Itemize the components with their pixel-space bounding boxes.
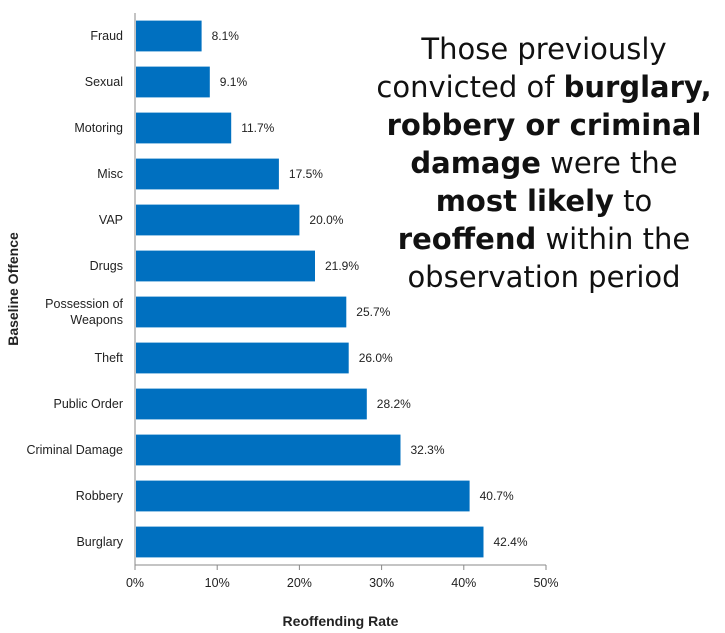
bar-11	[136, 526, 484, 558]
annotation-segment-1: burglary, robbery or criminal damage	[386, 70, 712, 180]
category-label-3: Misc	[97, 167, 123, 181]
x-tick-label-1: 10%	[205, 576, 230, 590]
category-label-1: Sexual	[85, 75, 123, 89]
data-label-2: 11.7%	[241, 121, 274, 135]
bar-3	[136, 158, 279, 190]
data-label-0: 8.1%	[212, 29, 240, 43]
annotation-segment-3: most likely	[435, 184, 614, 218]
data-label-1: 9.1%	[220, 75, 248, 89]
category-label-7: Theft	[95, 351, 124, 365]
bar-9	[136, 434, 401, 466]
y-axis-title: Baseline Offence	[5, 232, 21, 346]
category-label-2: Motoring	[74, 121, 123, 135]
category-label-0: Fraud	[90, 29, 123, 43]
x-tick-label-0: 0%	[126, 576, 144, 590]
data-label-3: 17.5%	[289, 167, 323, 181]
category-label-11: Burglary	[76, 535, 123, 549]
x-tick-label-2: 20%	[287, 576, 312, 590]
category-label-8: Public Order	[54, 397, 123, 411]
chart-annotation: Those previously convicted of burglary, …	[368, 30, 720, 296]
category-label-4: VAP	[99, 213, 123, 227]
bar-1	[136, 66, 210, 98]
data-label-7: 26.0%	[359, 351, 393, 365]
bar-0	[136, 20, 202, 52]
annotation-segment-4: to	[613, 184, 653, 218]
bar-10	[136, 480, 470, 512]
data-label-4: 20.0%	[309, 213, 343, 227]
bar-6	[136, 296, 347, 328]
x-tick-label-3: 30%	[369, 576, 394, 590]
bar-4	[136, 204, 300, 236]
bar-2	[136, 112, 232, 144]
annotation-segment-2: were the	[540, 146, 678, 180]
data-label-11: 42.4%	[494, 535, 528, 549]
category-label-9: Criminal Damage	[26, 443, 123, 457]
bar-5	[136, 250, 315, 282]
data-label-9: 32.3%	[411, 443, 445, 457]
category-label-5: Drugs	[90, 259, 123, 273]
annotation-segment-6: within the observation period	[407, 222, 691, 294]
annotation-segment-0: Those previously convicted of	[376, 32, 667, 104]
x-tick-label-4: 40%	[451, 576, 476, 590]
annotation-segment-5: reoffend	[397, 222, 537, 256]
data-label-5: 21.9%	[325, 259, 359, 273]
x-tick-label-5: 50%	[533, 576, 558, 590]
x-axis-title: Reoffending Rate	[283, 613, 399, 629]
bar-7	[136, 342, 349, 374]
category-label-10: Robbery	[76, 489, 124, 503]
bar-8	[136, 388, 367, 420]
data-label-8: 28.2%	[377, 397, 411, 411]
data-label-10: 40.7%	[480, 489, 514, 503]
data-label-6: 25.7%	[356, 305, 390, 319]
category-label-6: Possession of Weapons	[45, 297, 123, 327]
